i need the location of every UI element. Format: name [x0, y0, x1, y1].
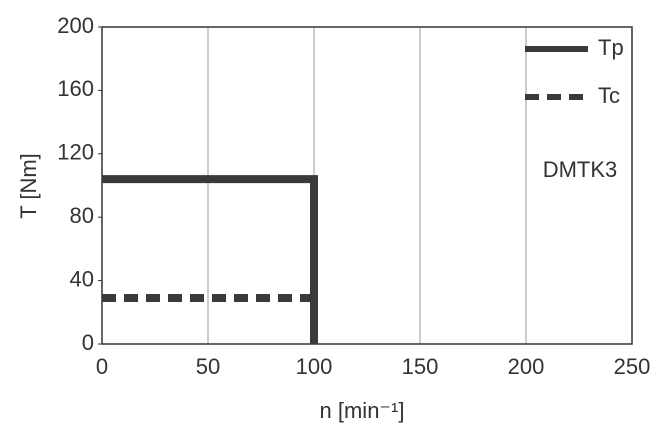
x-axis-label: n [min⁻¹] [320, 398, 405, 423]
legend-label: Tc [598, 83, 620, 108]
y-tick-label: 160 [57, 76, 94, 101]
y-tick-label: 80 [70, 203, 94, 228]
annotation: DMTK3 [543, 157, 618, 182]
plot-frame [101, 26, 633, 345]
y-tick-label: 0 [82, 330, 94, 355]
x-tick-label: 200 [508, 354, 545, 379]
x-tick-label: 150 [402, 354, 439, 379]
x-tick-label: 100 [296, 354, 333, 379]
x-tick-label: 250 [614, 354, 651, 379]
y-tick-label: 200 [57, 13, 94, 38]
y-tick-label: 40 [70, 266, 94, 291]
series-line [102, 175, 318, 344]
legend-label: Tp [598, 35, 624, 60]
x-tick-label: 50 [196, 354, 220, 379]
y-tick-label: 120 [57, 140, 94, 165]
y-axis-label: T [Nm] [16, 153, 41, 219]
x-tick-label: 0 [96, 354, 108, 379]
